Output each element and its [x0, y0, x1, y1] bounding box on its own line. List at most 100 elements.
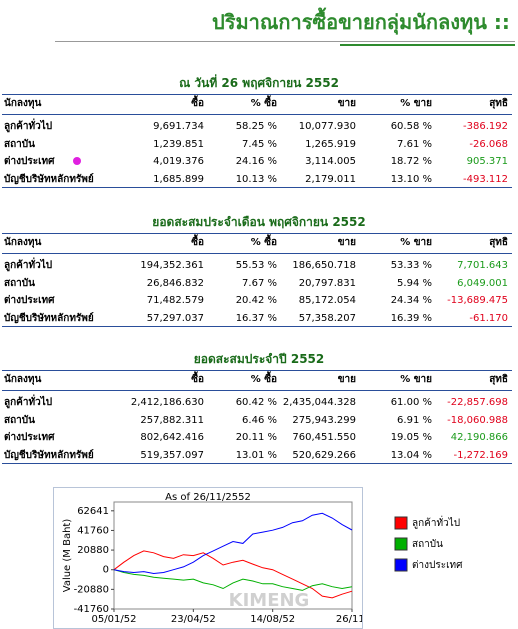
legend-label: สถาบัน: [412, 539, 443, 550]
column-header: นักลงทุน: [4, 237, 42, 248]
rule: [340, 44, 515, 46]
table-cell: 57,297.037: [146, 312, 204, 324]
rule: [55, 41, 515, 42]
table-cell: 24.34 %: [390, 295, 432, 306]
table-cell: 2,435,044.328: [282, 397, 356, 408]
table-cell: 905.371: [466, 156, 508, 167]
table-cell: 20.42 %: [235, 295, 277, 306]
table-cell: 18.72 %: [390, 156, 432, 167]
table-cell: 760,451.550: [292, 432, 356, 443]
table-cell: 10,077.930: [298, 121, 356, 132]
investor-name: สถาบัน: [4, 277, 35, 289]
table-cell: 16.39 %: [390, 312, 432, 324]
table-cell: 61.00 %: [390, 397, 432, 408]
legend-label: ต่างประเทศ: [412, 560, 463, 571]
table-rule: [2, 370, 512, 371]
table-cell: 802,642.416: [140, 432, 204, 443]
table-cell: 16.37 %: [235, 312, 277, 324]
investor-name: ลูกค้าทั่วไป: [4, 121, 53, 132]
table-rule: [2, 253, 512, 254]
column-header: สุทธิ: [489, 374, 508, 385]
table-cell: 2,179.011: [305, 173, 356, 185]
column-header: % ขาย: [400, 237, 432, 248]
column-header: % ขาย: [400, 98, 432, 109]
table-cell: 6.46 %: [242, 414, 277, 426]
y-tick-label: 62641: [77, 506, 109, 517]
table-title: ยอดสะสมประจำปี 2552: [193, 352, 325, 366]
table-cell: 7.61 %: [397, 138, 432, 150]
table-cell: 19.05 %: [390, 432, 432, 443]
table-cell: 7.45 %: [242, 138, 277, 150]
table-cell: 13.01 %: [235, 449, 277, 461]
chart-title: As of 26/11/2552: [165, 492, 251, 503]
table-cell: -1,272.169: [453, 449, 508, 461]
table-cell: 6,049.001: [457, 277, 508, 289]
investor-name: บัญชีบริษัทหลักทรัพย์: [4, 173, 94, 185]
table-rule: [2, 390, 512, 391]
table-cell: 7,701.643: [457, 260, 508, 271]
table-cell: 13.10 %: [390, 173, 432, 185]
legend-label: ลูกค้าทั่วไป: [412, 515, 460, 529]
legend-swatch: [394, 516, 408, 530]
table-cell: 194,352.361: [140, 260, 204, 271]
series-line: [113, 569, 353, 591]
x-tick-label: 14/08/52: [250, 614, 295, 625]
table-cell: 20.11 %: [235, 432, 277, 443]
marker-dot: [73, 157, 81, 165]
investor-name: สถาบัน: [4, 414, 35, 426]
table-rule: [2, 463, 512, 464]
y-axis-label: Value (M Baht): [62, 519, 73, 593]
chart: As of 26/11/2552 KIMENG Value (M Baht) 6264…: [62, 492, 362, 625]
x-tick-label: 26/11/: [336, 614, 362, 625]
column-header: นักลงทุน: [4, 98, 42, 109]
table-cell: 7.67 %: [242, 277, 277, 289]
table-cell: 24.16 %: [235, 156, 277, 167]
watermark: KIMENG: [229, 590, 310, 611]
table-cell: -26.068: [469, 138, 508, 150]
investor-name: ลูกค้าทั่วไป: [4, 260, 53, 271]
table-cell: 519,357.097: [140, 449, 204, 461]
table-rule: [2, 326, 512, 327]
table-cell: 1,265.919: [305, 138, 356, 150]
column-header: ขาย: [337, 237, 356, 248]
x-tick-label: 05/01/52: [92, 614, 137, 625]
table-cell: 6.91 %: [397, 414, 432, 426]
column-header: % ซื้อ: [250, 237, 277, 248]
y-tick-label: 0: [103, 565, 109, 576]
column-header: ซื้อ: [191, 237, 204, 248]
table-cell: 520,629.266: [292, 449, 356, 461]
table-cell: 275,943.299: [292, 414, 356, 426]
column-header: ซื้อ: [191, 98, 204, 109]
table-cell: 1,685.899: [153, 173, 204, 185]
column-header: % ซื้อ: [250, 374, 277, 385]
investor-name: สถาบัน: [4, 138, 35, 150]
investor-name: ต่างประเทศ: [4, 295, 55, 306]
table-cell: 71,482.579: [146, 295, 204, 306]
y-tick-label: 20880: [77, 545, 109, 556]
table-cell: -18,060.988: [447, 414, 508, 426]
plot-area: [113, 501, 353, 610]
table-rule: [2, 233, 512, 234]
table-cell: 257,882.311: [140, 414, 204, 426]
table-rule: [2, 187, 512, 188]
column-header: % ซื้อ: [250, 98, 277, 109]
table-cell: 57,358.207: [298, 312, 356, 324]
table-cell: 9,691.734: [153, 121, 204, 132]
table-cell: -386.192: [463, 121, 508, 132]
column-header: % ขาย: [400, 374, 432, 385]
table-cell: 53.33 %: [390, 260, 432, 271]
table-cell: 3,114.005: [305, 156, 356, 167]
legend-swatch: [394, 558, 408, 572]
y-tick-label: 41760: [77, 525, 109, 536]
table-cell: -13,689.475: [447, 295, 508, 306]
column-header: ขาย: [337, 374, 356, 385]
investor-name: บัญชีบริษัทหลักทรัพย์: [4, 312, 94, 324]
table-title: ณ วันที่ 26 พฤศจิกายน 2552: [179, 76, 339, 90]
investor-name: ต่างประเทศ: [4, 432, 55, 443]
series-line: [113, 512, 353, 575]
table-cell: -22,857.698: [447, 397, 508, 408]
page-title: ปริมาณการซื้อขายกลุ่มนักลงทุน ::: [212, 10, 510, 34]
investor-name: บัญชีบริษัทหลักทรัพย์: [4, 449, 94, 461]
